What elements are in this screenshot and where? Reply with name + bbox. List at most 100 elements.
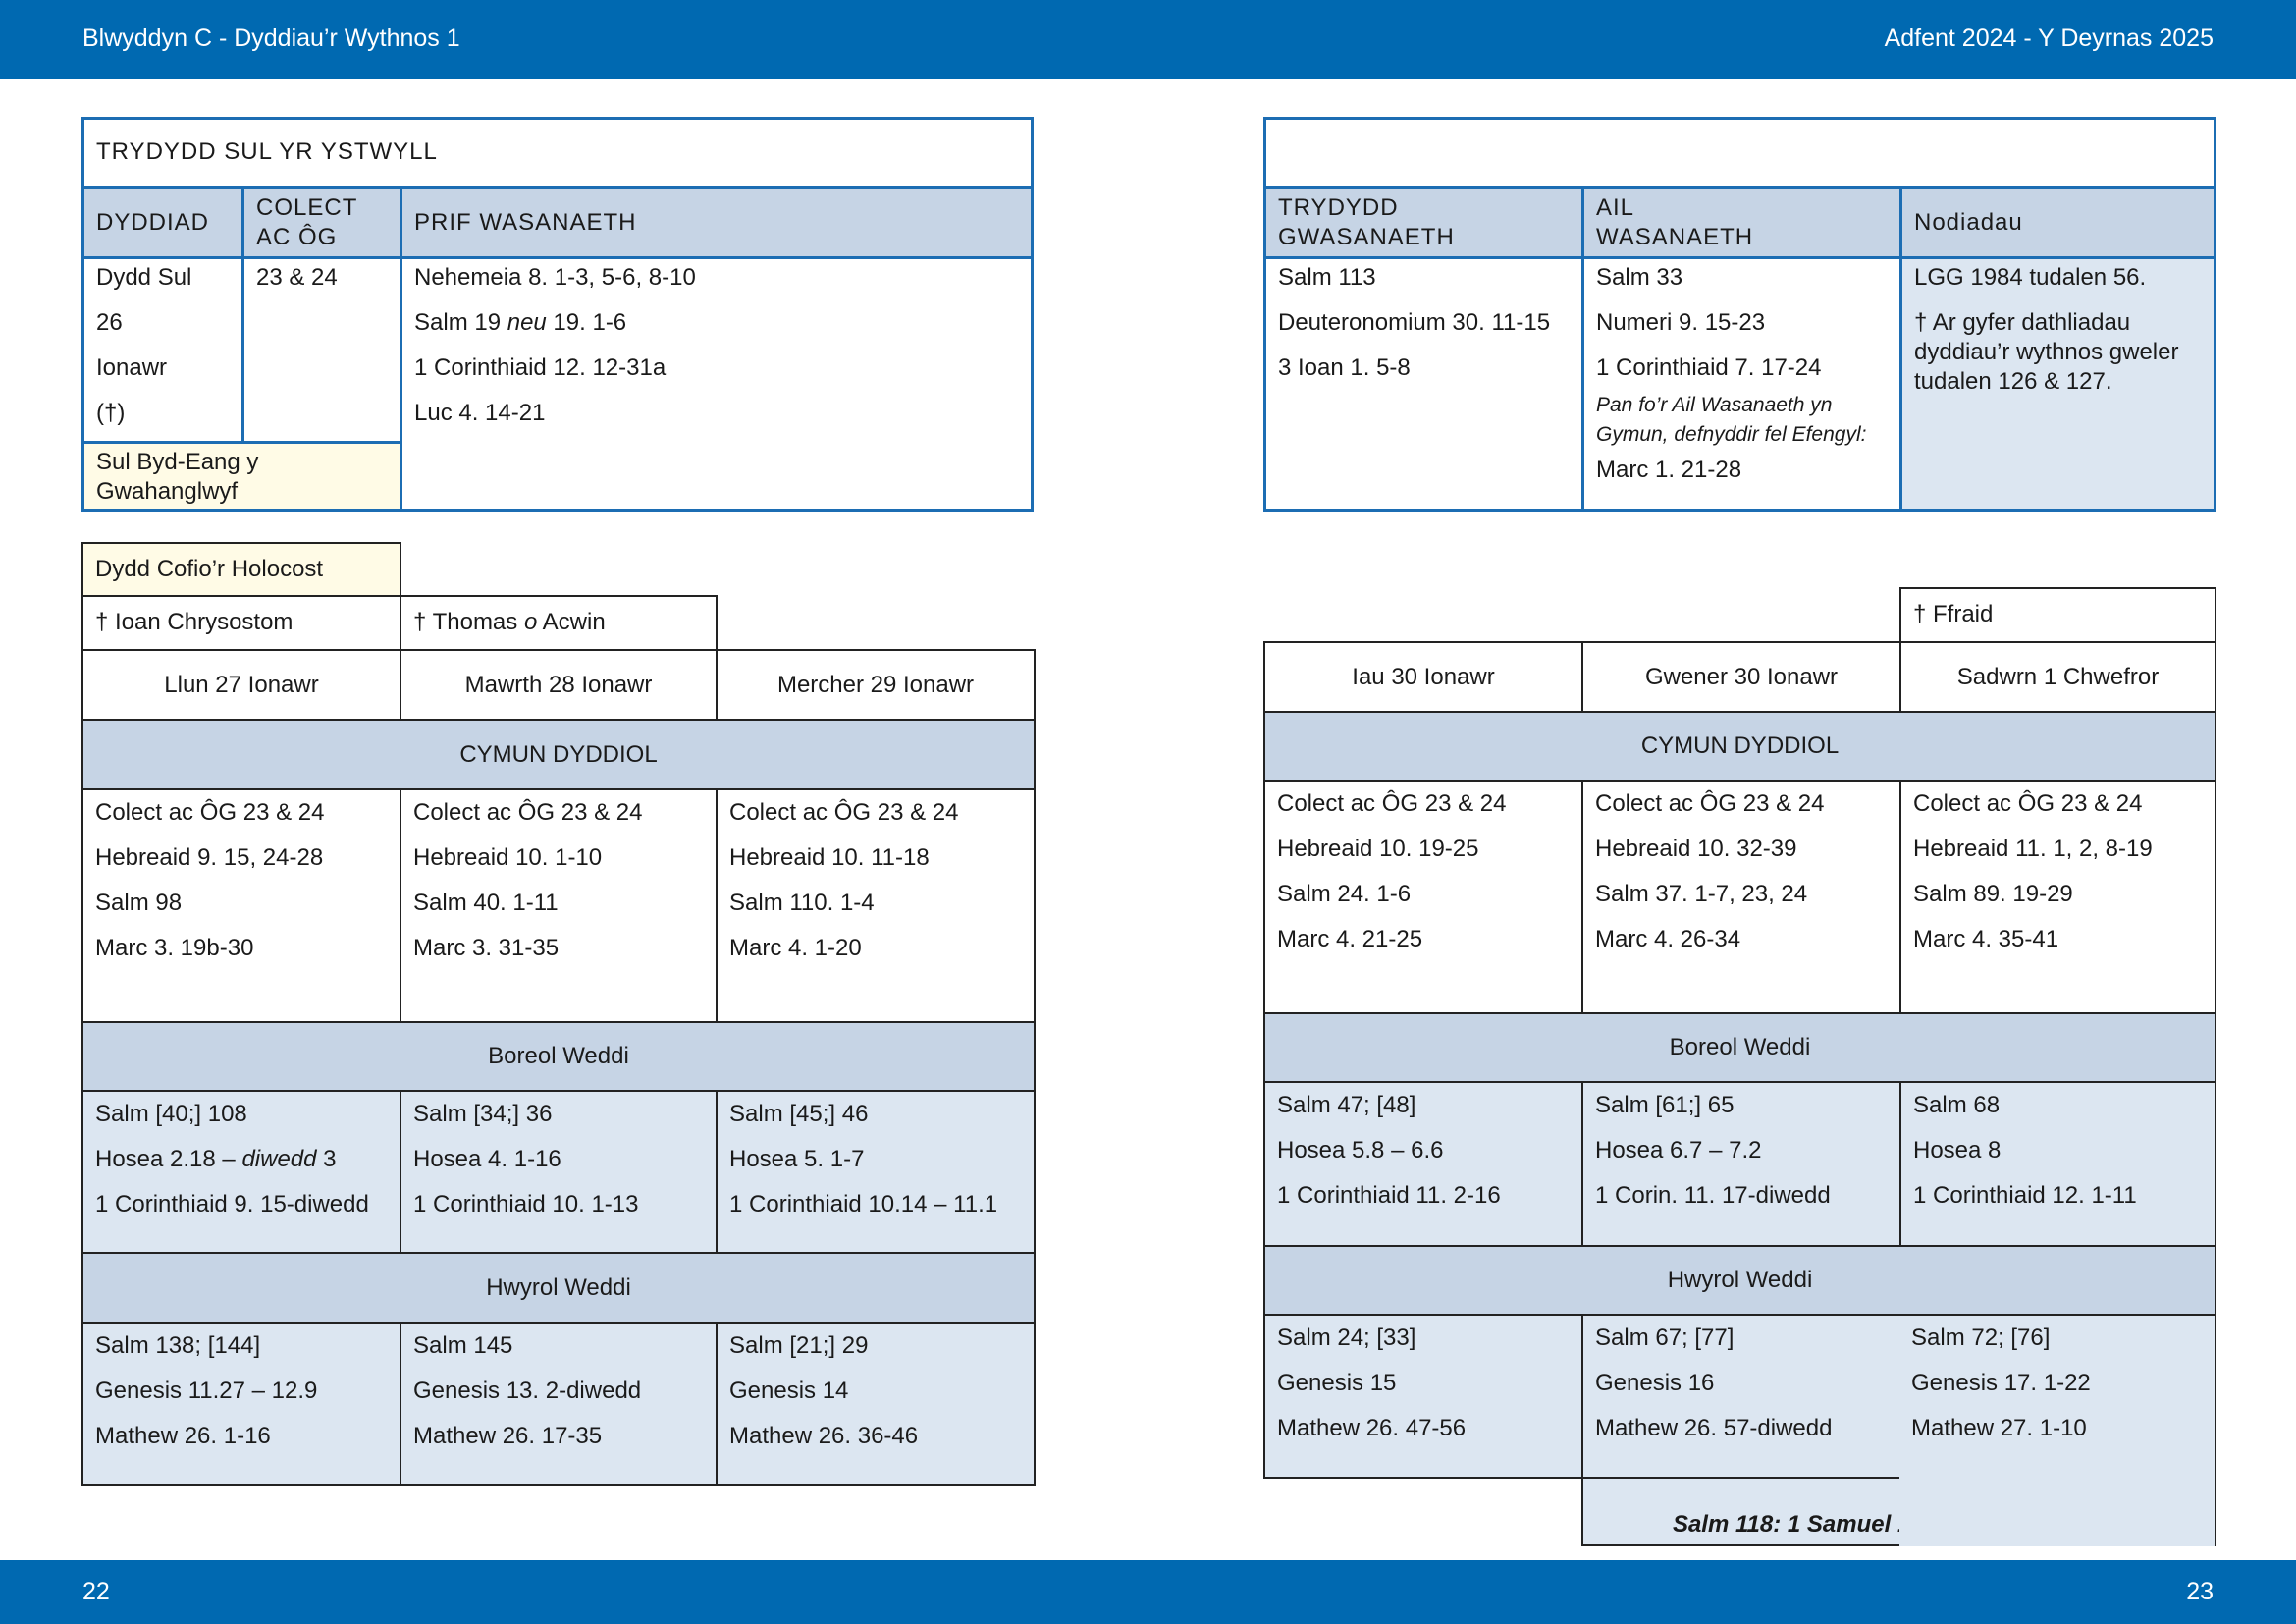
text-segment: † Thomas [413, 609, 524, 635]
second-service-note: Pan fo’r Ail Wasanaeth yn Gymun, defnydd… [1596, 394, 1867, 446]
reading: Hebreaid 9. 15, 24-28 [95, 844, 324, 871]
sunday-collect-cell: 23 & 24 [241, 256, 402, 444]
header-second-label-line: AIL [1596, 193, 1635, 221]
header-main-service: PRIF WASANAETH [400, 186, 1034, 259]
morning-prayer-readings: Salm [40;] 108 Hosea 2.18 – diwedd 3 1 Cor… [81, 1090, 401, 1254]
reading: Mathew 27. 1-10 [1911, 1415, 2087, 1441]
reading: 1 Corinthiaid 12. 12-31a [414, 354, 667, 381]
reading: Colect ac ÔG 23 & 24 [1277, 790, 1507, 817]
day-header: Gwener 30 Ionawr [1581, 641, 1901, 713]
note: LGG 1984 tudalen 56. [1914, 264, 2147, 291]
header-second-label-line: WASANAETH [1596, 223, 1754, 250]
reading: Hebreaid 10. 11-18 [729, 844, 930, 871]
reading: Salm 98 [95, 890, 183, 916]
evening-prayer-title: Hwyrol Weddi [486, 1273, 631, 1301]
reading: Genesis 13. 2-diwedd [413, 1378, 642, 1404]
day-header: Iau 30 Ionawr [1263, 641, 1583, 713]
reading: 1 Corinthiaid 7. 17-24 [1596, 354, 1822, 381]
text-segment: Acwin [537, 609, 606, 635]
reading: Salm 24; [33] [1277, 1325, 1416, 1351]
header-collect-label: COLECT AC ÔG [256, 189, 392, 256]
reading: Hosea 8 [1913, 1137, 2002, 1164]
reading: Nehemeia 8. 1-3, 5-6, 8-10 [414, 264, 696, 291]
cymun-section-title: CYMUN DYDDIOL [1640, 732, 1840, 759]
reading: Hosea 2.18 – diwedd 3 [95, 1137, 392, 1182]
text-segment: Salm 19 [414, 309, 507, 336]
morning-prayer-readings: Salm [34;] 36 Hosea 4. 1-16 1 Corinthiaid … [400, 1090, 718, 1254]
header-third-label: TRYDYDD GWASANAETH [1278, 189, 1574, 256]
reading: Salm 138; [144] [95, 1332, 261, 1359]
header-bar: Blwyddyn C - Dyddiau’r Wythnos 1 Adfent … [0, 0, 2296, 79]
reading: Hebreaid 11. 1, 2, 8-19 [1913, 836, 2153, 862]
reading: 3 Ioan 1. 5-8 [1278, 354, 1411, 381]
reading: Mathew 26. 17-35 [413, 1423, 603, 1449]
reading: Salm [40;] 108 [95, 1101, 247, 1127]
evening-prayer-readings: Salm 138; [144] Genesis 11.27 – 12.9 Mathe… [81, 1322, 401, 1486]
note: † Ar gyfer dathliadau dyddiau’r wythnos … [1914, 309, 2179, 395]
reading: Numeri 9. 15-23 [1596, 309, 1766, 336]
header-main-label: PRIF WASANAETH [414, 189, 1023, 256]
cymun-section-title: CYMUN DYDDIOL [459, 740, 658, 768]
day-label: Llun 27 Ionawr [164, 671, 319, 698]
header-left-title: Blwyddyn C - Dyddiau’r Wythnos 1 [82, 25, 460, 52]
reading: Colect ac ÔG 23 & 24 [95, 799, 325, 826]
day-header: Sadwrn 1 Chwefror [1899, 641, 2216, 713]
reading: Colect ac ÔG 23 & 24 [413, 799, 643, 826]
header-main-label-line: PRIF WASANAETH [414, 208, 637, 236]
header-second-label: AIL WASANAETH [1596, 189, 1892, 256]
reading: Luc 4. 14-21 [414, 400, 546, 426]
day-header: Llun 27 Ionawr [81, 649, 401, 721]
commemoration-cell: † Ioan Chrysostom [81, 595, 401, 651]
commemoration-text: † Ioan Chrysostom [95, 597, 392, 648]
footer-bar: 22 23 [0, 1560, 2296, 1624]
evening-prayer-title: Hwyrol Weddi [1667, 1267, 1813, 1293]
evening-prayer-header: Hwyrol Weddi [81, 1252, 1036, 1324]
reading: Salm [34;] 36 [413, 1101, 553, 1127]
italic-text: diwedd [241, 1146, 317, 1172]
day-label: Gwener 30 Ionawr [1644, 663, 1839, 690]
morning-prayer-readings: Salm 68 Hosea 8 1 Corinthiaid 12. 1-11 [1899, 1081, 2216, 1247]
date-line: Ionawr [96, 354, 168, 381]
cymun-section-header: CYMUN DYDDIOL [1263, 711, 2216, 782]
reading: 1 Corin. 11. 17-diwedd [1595, 1182, 1831, 1209]
reading: Marc 3. 31-35 [413, 935, 560, 961]
header-collect-label-line: AC ÔG [256, 223, 338, 250]
reading: Hebreaid 10. 19-25 [1277, 836, 1479, 862]
reading: Hebreaid 10. 1-10 [413, 844, 603, 871]
morning-prayer-readings: Salm [45;] 46 Hosea 5. 1-7 1 Corinthiaid 1… [716, 1090, 1036, 1254]
header-notes: Nodiadau [1899, 186, 2216, 259]
reading: Salm [21;] 29 [729, 1332, 869, 1359]
cymun-readings: Colect ac ÔG 23 & 24 Hebreaid 10. 32-39 Sa… [1581, 780, 1901, 1014]
reading: 1 Corinthiaid 11. 2-16 [1277, 1182, 1501, 1209]
reading: Salm 89. 19-29 [1913, 881, 2073, 907]
morning-prayer-title: Boreol Weddi [488, 1043, 629, 1069]
evening-prayer-readings: Salm 24; [33] Genesis 15 Mathew 26. 47-56 [1263, 1314, 1583, 1479]
evening-prayer-readings: Salm 67; [77] Genesis 16 Mathew 26. 57-diw… [1581, 1314, 1901, 1479]
reading: Mathew 26. 1-16 [95, 1423, 271, 1449]
italic-text: neu [507, 309, 547, 336]
reading: Genesis 11.27 – 12.9 [95, 1378, 318, 1404]
reading: 1 Corinthiaid 10. 1-13 [413, 1191, 639, 1218]
header-date-label: DYDDIAD [96, 189, 234, 256]
reading: Salm 110. 1-4 [729, 890, 875, 916]
day-label: Mawrth 28 Ionawr [464, 671, 653, 698]
reading: Deuteronomium 30. 11-15 [1278, 309, 1551, 336]
reading: Salm 68 [1913, 1092, 2001, 1118]
reading: 1 Corinthiaid 12. 1-11 [1913, 1182, 2137, 1209]
sunday-observance-cell: Sul Byd-Eang y Gwahanglwyf [81, 441, 402, 512]
cymun-section-header: CYMUN DYDDIOL [81, 719, 1036, 790]
header-notes-label: Nodiadau [1914, 189, 2206, 256]
sunday-date-cell: Dydd Sul 26 Ionawr (†) [81, 256, 244, 444]
reading: Genesis 16 [1595, 1370, 1715, 1396]
collect-value: 23 & 24 [256, 264, 338, 291]
commemoration-text: † Ffraid [1913, 601, 1994, 627]
morning-prayer-title: Boreol Weddi [1669, 1034, 1811, 1060]
text-segment: 3 [316, 1146, 337, 1172]
reading: Marc 4. 35-41 [1913, 926, 2059, 952]
date-line: Dydd Sul [96, 264, 192, 291]
sunday-title-cell-right [1263, 117, 2216, 189]
text-segment: Hosea 2.18 – [95, 1146, 242, 1172]
reading: Marc 4. 1-20 [729, 935, 862, 961]
reading: Mathew 26. 36-46 [729, 1423, 919, 1449]
day-label: Iau 30 Ionawr [1352, 663, 1495, 690]
